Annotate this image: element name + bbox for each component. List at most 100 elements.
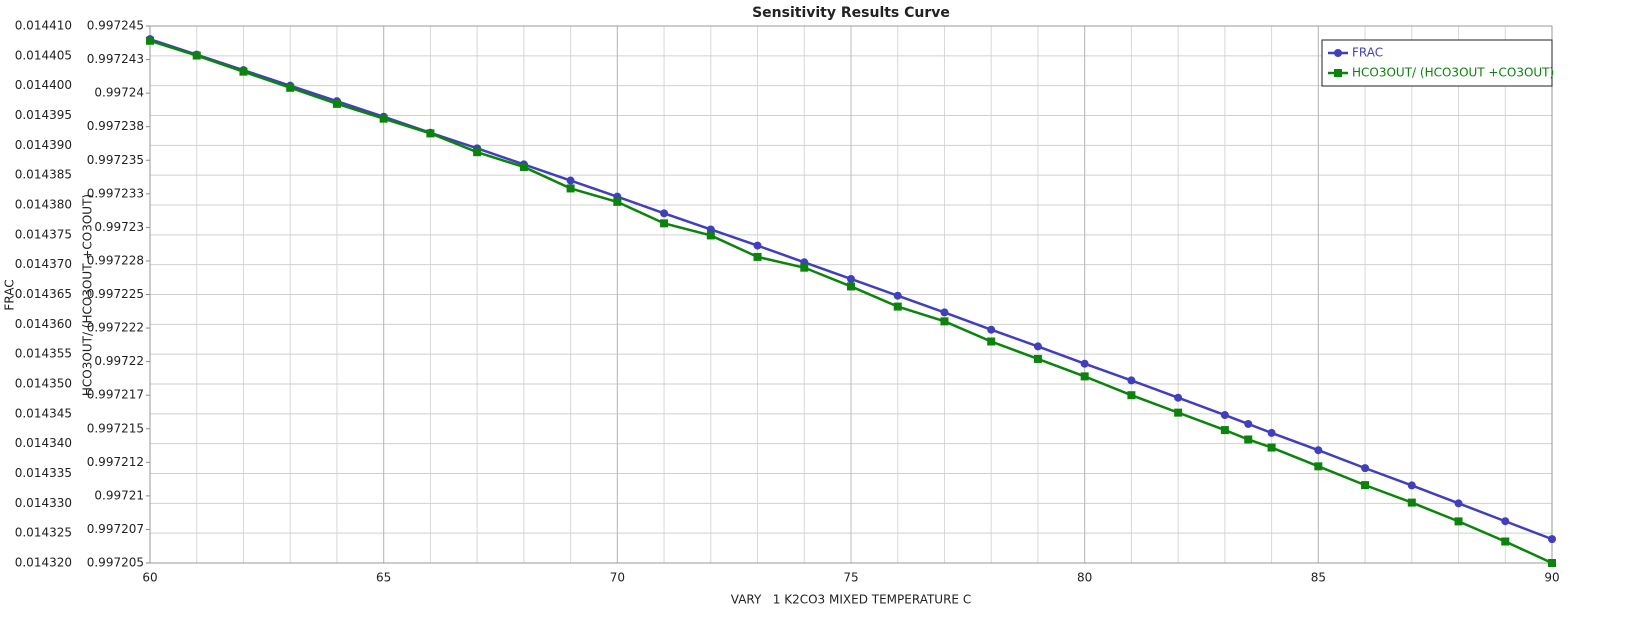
y2-tick-label: 0.997215 (87, 421, 144, 435)
y-tick-label: 0.014395 (15, 108, 72, 122)
x-axis-label: VARY 1 K2CO3 MIXED TEMPERATURE C (731, 593, 971, 607)
plot-frame (149, 25, 1553, 564)
y2-tick-label: 0.997243 (87, 52, 144, 66)
marker (1267, 443, 1276, 452)
marker (987, 337, 996, 346)
marker (1080, 359, 1089, 368)
marker (1267, 428, 1276, 437)
y2-tick-label: 0.997222 (87, 321, 144, 335)
y2-tick-label: 0.997212 (87, 455, 144, 469)
marker (1033, 342, 1042, 351)
marker (660, 219, 669, 228)
y-tick-label: 0.014335 (15, 466, 72, 480)
marker (286, 83, 295, 92)
marker (1407, 481, 1416, 490)
marker (426, 129, 435, 138)
marker (1174, 393, 1183, 402)
y-tick-label: 0.014380 (15, 198, 72, 212)
y-tick-label: 0.014365 (15, 287, 72, 301)
y-tick-label: 0.014320 (15, 556, 72, 570)
marker (519, 162, 528, 171)
y2-tick-label: 0.99724 (94, 86, 144, 100)
y-tick-label: 0.014325 (15, 526, 72, 540)
marker (847, 274, 855, 283)
marker (1244, 435, 1253, 444)
y2-tick-label: 0.997225 (87, 287, 144, 301)
y2-tick-label: 0.997205 (87, 556, 144, 570)
marker (1080, 372, 1089, 381)
series-line (149, 39, 1553, 565)
y-tick-label: 0.014405 (15, 48, 72, 62)
marker (1314, 462, 1323, 471)
marker (1407, 498, 1416, 507)
marker (1314, 446, 1323, 455)
marker (847, 282, 855, 291)
marker (1548, 559, 1556, 567)
marker (146, 36, 154, 45)
x-tick-label: 75 (843, 571, 858, 585)
y2-tick-label: 0.99721 (94, 488, 144, 502)
x-tick-label: 80 (1077, 571, 1092, 585)
x-tick-label: 60 (142, 571, 157, 585)
y-axis-label: FRAC (3, 279, 17, 310)
y2-axis-label: HCO3OUT/ (HCO3OUT +CO3OUT) (81, 194, 95, 396)
y2-tick-label: 0.997217 (87, 388, 144, 402)
y-tick-label: 0.014370 (15, 257, 72, 271)
x-tick-label: 85 (1311, 571, 1326, 585)
marker (1127, 376, 1136, 385)
marker (1361, 481, 1370, 490)
x-tick-label: 65 (376, 571, 391, 585)
marker (473, 148, 482, 157)
marker (893, 302, 902, 311)
marker (1454, 517, 1463, 526)
marker (1174, 408, 1183, 417)
y2-tick-label: 0.997233 (87, 186, 144, 200)
marker (239, 67, 248, 76)
marker (893, 291, 902, 300)
y2-tick-label: 0.997245 (87, 19, 144, 33)
chart-title: Sensitivity Results Curve (752, 5, 950, 21)
x-tick-label: 70 (610, 571, 625, 585)
y-tick-label: 0.014400 (15, 78, 72, 92)
marker (940, 317, 949, 326)
legend-label: FRAC (1352, 46, 1383, 60)
series-line (149, 37, 1553, 541)
y-tick-label: 0.014410 (15, 19, 72, 33)
y-tick-label: 0.014390 (15, 138, 72, 152)
y2-tick-label: 0.99723 (94, 220, 144, 234)
marker (1334, 49, 1342, 57)
marker (613, 197, 622, 206)
marker (800, 263, 809, 272)
y-tick-label: 0.014355 (15, 347, 72, 361)
marker (1361, 464, 1370, 473)
marker (1220, 426, 1229, 435)
marker (1244, 419, 1253, 428)
marker (192, 51, 201, 60)
y2-tick-label: 0.997228 (87, 253, 144, 267)
x-tick-label: 90 (1544, 571, 1559, 585)
marker (660, 209, 669, 218)
marker (379, 114, 388, 123)
y-tick-label: 0.014360 (15, 317, 72, 331)
y-tick-label: 0.014350 (15, 377, 72, 391)
marker (753, 241, 762, 250)
marker (706, 231, 715, 240)
marker (1033, 354, 1042, 363)
y2-tick-label: 0.997207 (87, 522, 144, 536)
y2-tick-label: 0.997238 (87, 119, 144, 133)
y2-tick-label: 0.997235 (87, 153, 144, 167)
legend-label: HCO3OUT/ (HCO3OUT +CO3OUT) (1352, 66, 1554, 80)
y-tick-label: 0.014375 (15, 227, 72, 241)
marker (940, 308, 949, 317)
y-tick-label: 0.014340 (15, 436, 72, 450)
y-tick-label: 0.014345 (15, 406, 72, 420)
marker (1220, 411, 1229, 420)
marker (332, 99, 341, 108)
marker (1501, 517, 1510, 526)
marker (753, 252, 762, 261)
marker (987, 325, 996, 334)
marker (1501, 537, 1510, 546)
legend-box (1321, 39, 1553, 87)
marker (1454, 499, 1463, 508)
